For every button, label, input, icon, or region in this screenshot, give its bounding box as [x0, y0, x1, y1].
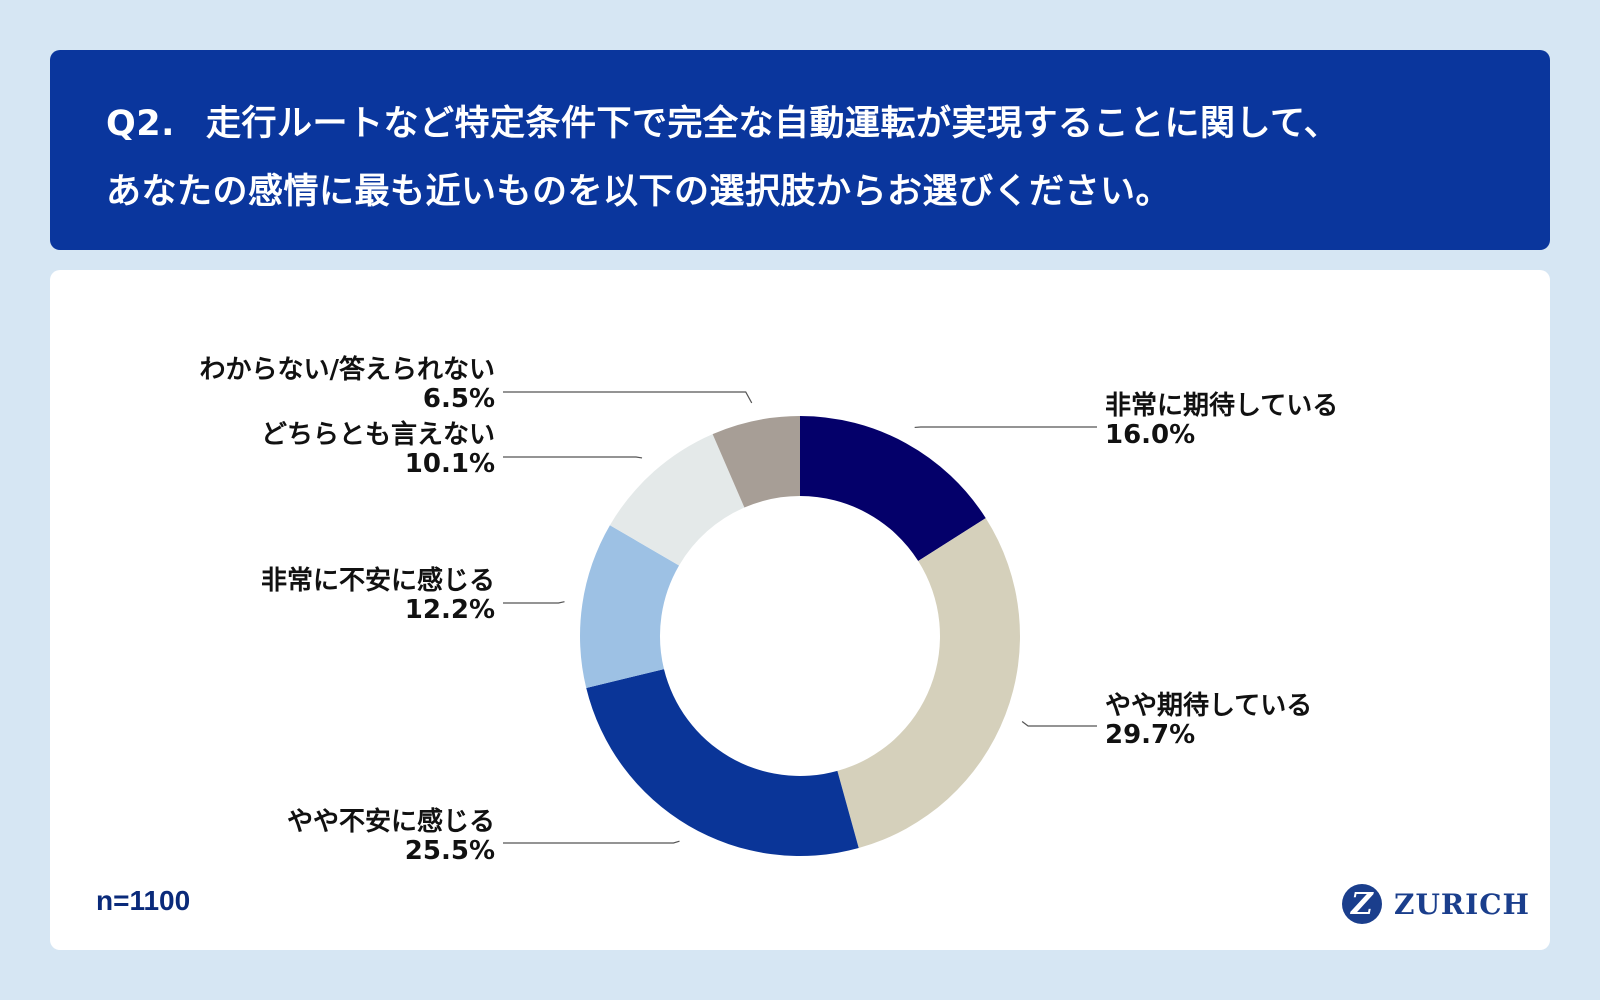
donut-slice — [712, 416, 800, 508]
slice-label: やや期待している — [1105, 691, 1312, 721]
slice-value-label: 29.7% — [1105, 720, 1195, 750]
leader-line — [503, 601, 565, 604]
zurich-logo: Z ZURICH — [1342, 882, 1530, 926]
slice-value-label: 10.1% — [405, 449, 495, 479]
question-line-1: Q2. 走行ルートなど特定条件下で完全な自動運転が実現することに関して、 — [106, 90, 1494, 158]
slice-label: どちらとも言えない — [261, 420, 495, 450]
leader-line — [503, 840, 680, 844]
zurich-logo-icon: Z — [1342, 884, 1382, 924]
donut-slice — [609, 434, 745, 566]
donut-slice — [580, 525, 680, 689]
slice-label: やや不安に感じる — [287, 807, 495, 837]
slice-label: 非常に不安に感じる — [261, 566, 495, 596]
slice-label: わからない/答えられない — [200, 354, 496, 385]
question-text-2: あなたの感情に最も近いものを以下の選択肢からお選びください。 — [106, 172, 1172, 212]
question-header: Q2. 走行ルートなど特定条件下で完全な自動運転が実現することに関して、 あなたの… — [50, 50, 1550, 250]
leader-line — [503, 391, 753, 404]
slice-label: 非常に期待している — [1105, 391, 1338, 421]
leader-line — [1021, 721, 1097, 727]
donut-slice — [586, 669, 859, 856]
question-number: Q2. — [106, 104, 175, 144]
donut-slice — [800, 416, 986, 561]
slice-value-label: 6.5% — [423, 384, 495, 414]
sample-size-label: n=1100 — [96, 885, 191, 916]
slice-value-label: 25.5% — [405, 836, 495, 866]
donut-slice — [837, 518, 1020, 849]
leader-line — [503, 456, 643, 459]
zurich-logo-text: ZURICH — [1394, 887, 1530, 921]
slice-value-label: 16.0% — [1105, 420, 1195, 450]
question-line-2: あなたの感情に最も近いものを以下の選択肢からお選びください。 — [106, 158, 1494, 226]
slice-value-label: 12.2% — [405, 595, 495, 625]
question-text-1: 走行ルートなど特定条件下で完全な自動運転が実現することに関して、 — [206, 104, 1340, 144]
